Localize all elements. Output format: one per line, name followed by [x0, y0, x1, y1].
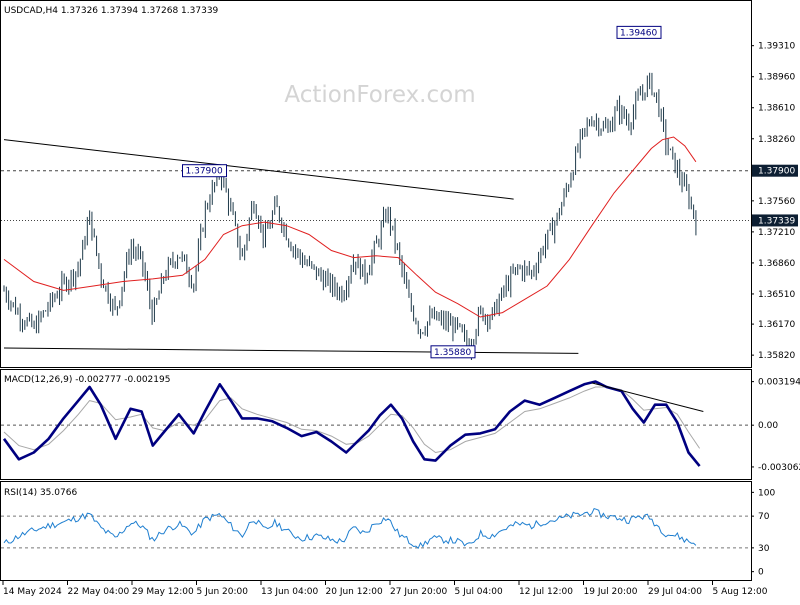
time-tick-label: 19 Jul 20:00 [584, 587, 638, 597]
price-candles [3, 72, 697, 360]
rsi-axis: 100 70 30 0 [751, 488, 775, 578]
rsi-pane [0, 481, 752, 581]
price-annotation-box [430, 345, 476, 359]
price-trendline [3, 139, 514, 200]
macd-tick-label: 0.003194 [758, 378, 800, 388]
rsi-lines [1, 507, 751, 550]
rsi-tick-label: 100 [758, 488, 775, 498]
time-tick-label: 22 May 04:00 [68, 587, 130, 597]
price-pane-header: USDCAD,H4 1.37326 1.37394 1.37268 1.3733… [4, 6, 219, 16]
macd-axis: 0.003194 0.00 -0.003062 [751, 378, 800, 473]
price-tick-label: 1.36170 [758, 320, 795, 330]
macd-lines [1, 380, 751, 467]
price-tick-label: 1.38610 [758, 104, 795, 114]
price-axis: 1.39310 1.38960 1.38610 1.38260 1.37560 1.372… [751, 42, 798, 361]
moving-average-line [3, 136, 697, 318]
time-tick-label: 27 Jun 20:00 [390, 587, 447, 597]
time-tick-label: 13 Jun 04:00 [261, 587, 318, 597]
price-tick-label: 1.39310 [758, 42, 795, 52]
time-tick-label: 29 Jul 04:00 [648, 587, 702, 597]
macd-tick-label: -0.003062 [758, 463, 800, 473]
price-annotations: 1.39460 1.37900 1.35880 [182, 25, 662, 359]
price-annotation-label: 1.35880 [434, 348, 471, 358]
price-tick-label: 1.37210 [758, 228, 795, 238]
rsi-line [3, 507, 697, 550]
rsi-pane-header: RSI(14) 35.0766 [4, 488, 77, 498]
price-tag-box [752, 164, 798, 177]
macd-main-line [2, 380, 701, 467]
price-annotation-label: 1.39460 [620, 28, 657, 38]
price-annotation-box [182, 164, 228, 178]
time-tick-label: 5 Aug 12:00 [713, 587, 768, 597]
time-tick-label: 20 Jun 12:00 [326, 587, 383, 597]
price-reference-lines [1, 170, 751, 221]
macd-pane-header: MACD(12,26,9) -0.002777 -0.002195 [4, 375, 170, 385]
time-axis: 14 May 2024 22 May 04:00 29 May 12:00 5 Jun… [2, 581, 768, 597]
watermark-text: ActionForex.com [284, 82, 475, 108]
rsi-tick-label: 30 [758, 544, 770, 554]
time-tick-label: 14 May 2024 [3, 587, 62, 597]
price-pane [0, 0, 752, 368]
price-annotation-box [616, 25, 662, 39]
macd-signal-line [3, 386, 701, 454]
price-tag-label: 1.37900 [758, 167, 795, 177]
price-tag-box [752, 214, 798, 227]
macd-pane [0, 369, 752, 480]
price-tick-label: 1.38960 [758, 73, 795, 83]
price-trendlines [3, 139, 579, 354]
price-tick-label: 1.36860 [758, 259, 795, 269]
time-tick-label: 5 Jul 04:00 [455, 587, 504, 597]
price-tick-label: 1.37560 [758, 197, 795, 207]
price-tick-label: 1.35820 [758, 351, 795, 361]
price-annotation-label: 1.37900 [186, 167, 223, 177]
macd-trendline [591, 382, 704, 413]
time-tick-label: 29 May 12:00 [132, 587, 194, 597]
moving-average [3, 136, 697, 318]
rsi-tick-label: 70 [758, 512, 770, 522]
rsi-tick-label: 0 [758, 568, 764, 578]
time-tick-label: 5 Jun 20:00 [197, 587, 249, 597]
time-tick-label: 12 Jul 12:00 [519, 587, 573, 597]
price-tag-label: 1.37339 [758, 216, 795, 226]
price-tick-label: 1.38260 [758, 135, 795, 145]
price-trendline [3, 347, 579, 354]
price-tick-label: 1.36510 [758, 290, 795, 300]
macd-tick-label: 0.00 [758, 421, 778, 431]
